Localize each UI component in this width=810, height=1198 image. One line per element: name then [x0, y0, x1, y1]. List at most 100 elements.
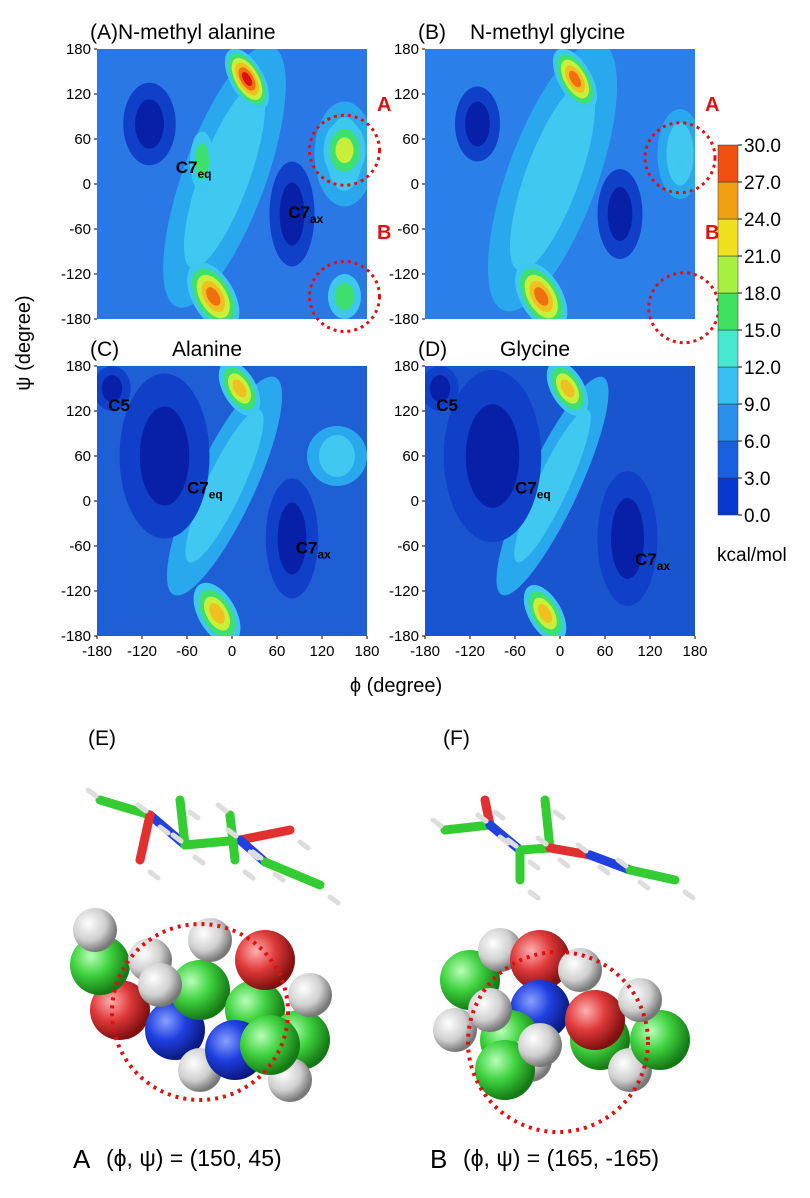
y-tick-label: 60	[402, 131, 419, 148]
region-name: C5	[436, 396, 458, 415]
contour-area	[425, 27, 703, 339]
atom	[468, 988, 512, 1032]
contour-region	[140, 407, 190, 506]
x-tick-label: 180	[354, 643, 379, 660]
atom	[558, 948, 602, 992]
colorbar-tick-label: 18.0	[744, 284, 781, 305]
bond	[630, 870, 675, 880]
bond	[190, 812, 198, 818]
molecule-label: (F)	[443, 727, 470, 750]
bond	[433, 820, 441, 826]
contour-region	[319, 435, 355, 477]
caption-letter: B	[430, 1144, 447, 1174]
contour-plot: (C)Alanine-180-120-60060120180-180-120-6…	[61, 338, 380, 660]
y-tick-label: 60	[74, 131, 91, 148]
region-label: C5	[108, 396, 130, 415]
y-tick-label: -120	[389, 266, 419, 283]
colorbar-tick-label: 30.0	[744, 136, 781, 157]
bond	[530, 892, 538, 898]
bond	[685, 892, 693, 898]
bond	[140, 815, 150, 860]
contour-plot: (A)N-methyl alanine-180-120-60060120180C…	[61, 21, 391, 339]
y-tick-label: 0	[83, 493, 91, 510]
bond	[218, 805, 226, 811]
contour-area	[421, 354, 695, 649]
bond	[275, 874, 283, 880]
y-tick-label: 120	[66, 86, 91, 103]
bond	[245, 872, 253, 878]
y-tick-label: -60	[397, 538, 419, 555]
contour-area	[97, 32, 375, 339]
panel-label: (C)	[90, 338, 119, 361]
y-tick-label: -120	[61, 266, 91, 283]
atom	[235, 930, 295, 990]
caption-letter: A	[73, 1144, 91, 1174]
atom	[288, 973, 332, 1017]
y-tick-label: -60	[69, 538, 91, 555]
y-tick-label: -120	[61, 583, 91, 600]
y-tick-label: 0	[83, 176, 91, 193]
figure: ψ (degree) ϕ (degree) (A)N-methyl alanin…	[0, 0, 810, 1193]
bond	[88, 790, 96, 796]
colorbar-tick-label: 24.0	[744, 210, 781, 231]
panel-label: (B)	[418, 21, 446, 44]
y-tick-label: -180	[389, 311, 419, 328]
region-sub: eq	[209, 488, 223, 502]
atom	[73, 908, 117, 952]
x-tick-label: 0	[556, 643, 564, 660]
y-tick-label: 60	[402, 448, 419, 465]
region-name: C7	[288, 203, 310, 222]
colorbar-band	[718, 256, 738, 293]
y-tick-label: 120	[394, 86, 419, 103]
highlight-letter: A	[705, 94, 719, 116]
x-axis-label: ϕ (degree)	[350, 675, 442, 697]
y-tick-label: 120	[66, 403, 91, 420]
y-axis-label: ψ (degree)	[13, 295, 35, 390]
x-tick-label: -180	[82, 643, 112, 660]
panel-title: N-methyl glycine	[470, 21, 625, 44]
y-tick-label: 120	[394, 403, 419, 420]
caption: (ϕ, ψ) = (150, 45)	[106, 1145, 282, 1171]
colorbar-tick-label: 21.0	[744, 247, 781, 268]
x-tick-label: 180	[682, 643, 707, 660]
contour-region	[608, 187, 633, 241]
atom	[618, 978, 662, 1022]
colorbar-tick-label: 9.0	[744, 395, 770, 416]
region-name: C7	[515, 479, 537, 498]
colorbar-band	[718, 404, 738, 441]
y-tick-label: 180	[394, 41, 419, 58]
x-tick-label: -120	[455, 643, 485, 660]
highlight-letter: A	[377, 94, 391, 116]
region-sub: ax	[657, 559, 671, 573]
colorbar-tick-label: 15.0	[744, 321, 781, 342]
y-tick-label: -60	[397, 221, 419, 238]
bond	[600, 867, 608, 873]
y-tick-label: -180	[61, 311, 91, 328]
colorbar-tick-label: 3.0	[744, 469, 770, 490]
highlight-letter: B	[377, 222, 391, 244]
panel-label: (D)	[418, 338, 447, 361]
colorbar-unit: kcal/mol	[717, 545, 787, 566]
region-name: C7	[187, 479, 209, 498]
bond	[530, 862, 538, 868]
x-tick-label: -180	[410, 643, 440, 660]
contour-region	[135, 99, 164, 149]
panel-title: Alanine	[172, 338, 242, 361]
molecule-label: (E)	[88, 727, 116, 750]
colorbar-band	[718, 145, 738, 182]
region-name: C7	[296, 539, 318, 558]
region-label: C5	[436, 396, 458, 415]
atom	[518, 1023, 562, 1067]
bond	[495, 812, 503, 818]
sphere-model	[433, 928, 690, 1100]
bond	[150, 872, 158, 878]
bond	[520, 848, 550, 850]
region-name: C7	[635, 550, 657, 569]
region-name: C7	[176, 158, 198, 177]
stick-model	[433, 800, 693, 898]
region-sub: ax	[317, 548, 331, 562]
panel-label: (A)	[90, 21, 118, 44]
bond	[300, 842, 308, 848]
x-tick-label: 60	[597, 643, 614, 660]
panel-title: N-methyl alanine	[118, 21, 276, 44]
